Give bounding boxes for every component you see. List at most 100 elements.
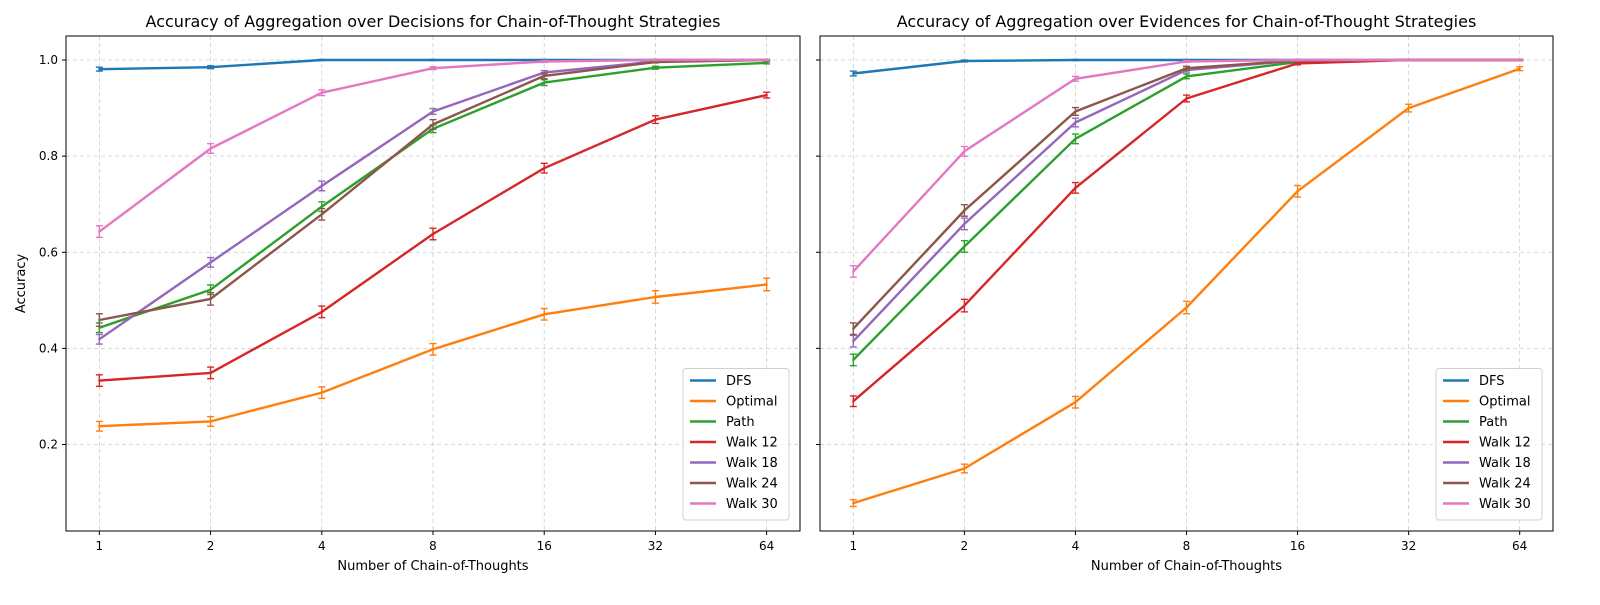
data-point [963,150,966,153]
data-point [209,420,212,423]
data-point [1185,75,1188,78]
data-point [320,310,323,314]
data-point [543,313,546,316]
x-tick-label: 32 [1401,539,1416,553]
data-point [1518,67,1521,70]
data-point [1407,58,1410,62]
data-point [654,60,657,64]
data-point [765,93,768,97]
data-point [543,60,546,63]
y-tick-label: 1.0 [39,53,58,67]
data-point [431,123,435,126]
series-line [852,58,1520,403]
data-point [431,110,435,113]
data-point [320,205,323,208]
x-tick-label: 2 [207,539,215,553]
legend-label: Walk 30 [726,497,778,512]
data-point [209,66,212,69]
data-point [98,230,101,233]
data-point [852,400,855,403]
series-walk-30 [95,58,771,239]
data-point [963,209,966,212]
data-point [852,358,855,362]
x-tick-label: 1 [96,539,104,553]
legend-label: Optimal [1479,395,1530,410]
chart-panel-2: 1 2 4 8 16 32 64 Accuracy of Aggregation over E… [816,12,1554,574]
y-tick-label: 0.2 [39,437,58,451]
data-point [1074,186,1077,190]
legend-label: Walk 12 [1479,436,1531,451]
data-point [1074,121,1077,124]
y-tick-label: 0.6 [39,245,58,259]
y-tick-label: 0.4 [39,341,58,355]
data-point [431,58,435,62]
data-point [1074,58,1077,62]
data-point [1407,106,1410,110]
data-point [209,297,212,301]
data-point [320,391,323,394]
data-point [98,425,101,428]
data-point [1185,60,1188,63]
data-point [654,295,657,299]
data-point [852,339,855,343]
x-axis-label: Number of Chain-of-Thoughts [1091,559,1282,574]
data-point [320,184,323,188]
x-tick-label: 1 [849,539,857,553]
y-axis-label: Accuracy [14,254,29,314]
x-tick-label: 4 [318,539,326,553]
data-point [209,261,212,264]
data-point [209,288,212,291]
data-point [543,74,546,78]
data-point [963,222,966,226]
data-point [320,91,323,94]
data-point [431,66,435,70]
data-point [1518,58,1521,62]
series-optimal [95,277,771,432]
chart-panel-1: 1 2 4 8 16 32 64 0.2 0.4 0.6 0.8 1.0 Accuracy of Agg… [14,12,801,574]
x-tick-label: 16 [537,539,552,553]
legend-label: DFS [1479,374,1505,389]
data-point [654,58,657,62]
data-point [431,232,435,236]
data-point [963,467,966,470]
legend: DFS Optimal Path Walk 12 Walk 18 Walk 24 Walk … [1435,368,1543,521]
data-point [543,166,546,170]
data-point [543,81,546,84]
data-point [209,371,212,375]
data-point [1074,77,1077,80]
data-point [963,304,966,307]
data-point [765,61,768,65]
data-point [98,379,101,382]
data-point [1185,306,1188,309]
data-point [765,58,768,62]
legend-label: Path [1479,415,1508,430]
legend-label: Walk 24 [726,477,778,492]
legend-label: Walk 24 [1479,477,1531,492]
x-tick-label: 8 [1183,539,1191,553]
chart-title: Accuracy of Aggregation over Decisions f… [146,12,721,31]
data-point [320,58,323,62]
chart-title: Accuracy of Aggregation over Evidences f… [897,12,1477,31]
legend-label: Walk 18 [1479,456,1531,471]
data-point [852,270,855,273]
data-point [963,245,966,248]
data-point [963,59,966,63]
x-tick-label: 4 [1072,539,1080,553]
data-point [98,338,101,341]
data-point [1296,62,1299,65]
legend-label: Walk 12 [726,436,778,451]
data-point [98,67,101,71]
data-point [98,318,101,322]
data-point [765,283,768,286]
legend-label: Walk 18 [726,456,778,471]
data-point [1296,58,1299,62]
series-optimal [849,66,1524,508]
data-point [320,213,323,216]
data-point [1185,97,1188,100]
data-point [852,327,855,330]
series-walk-30 [849,58,1524,278]
x-tick-label: 16 [1290,539,1305,553]
y-tick-label: 0.8 [39,149,58,163]
